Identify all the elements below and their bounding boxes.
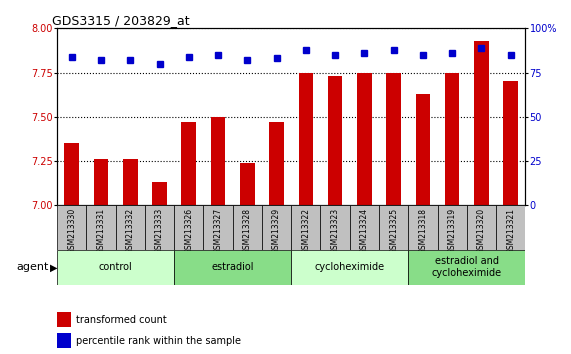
Bar	[174, 250, 291, 285]
Text: ▶: ▶	[50, 262, 57, 272]
Text: GSM213327: GSM213327	[214, 207, 223, 254]
Text: GSM213319: GSM213319	[448, 207, 457, 254]
Text: GSM213331: GSM213331	[96, 207, 106, 254]
Text: GSM213318: GSM213318	[419, 207, 428, 253]
Bar	[57, 312, 71, 327]
Bar	[328, 76, 343, 205]
Bar	[211, 117, 226, 205]
Bar	[203, 205, 233, 250]
Bar	[408, 250, 525, 285]
Bar	[357, 73, 372, 205]
Bar	[65, 143, 79, 205]
Bar	[416, 94, 430, 205]
Bar	[349, 205, 379, 250]
Bar	[262, 205, 291, 250]
Text: GDS3315 / 203829_at: GDS3315 / 203829_at	[53, 14, 190, 27]
Bar	[57, 205, 86, 250]
Bar	[474, 41, 489, 205]
Text: GSM213322: GSM213322	[301, 207, 311, 253]
Bar	[270, 122, 284, 205]
Bar	[145, 205, 174, 250]
Bar	[291, 250, 408, 285]
Bar	[94, 159, 108, 205]
Text: GSM213330: GSM213330	[67, 207, 77, 254]
Bar	[240, 163, 255, 205]
Text: transformed count: transformed count	[76, 315, 167, 325]
Text: agent: agent	[16, 262, 49, 272]
Bar	[467, 205, 496, 250]
Bar	[115, 205, 145, 250]
Bar	[379, 205, 408, 250]
Bar	[152, 182, 167, 205]
Bar	[496, 205, 525, 250]
Bar	[445, 73, 460, 205]
Text: GSM213324: GSM213324	[360, 207, 369, 254]
Text: GSM213321: GSM213321	[506, 207, 515, 253]
Bar	[408, 205, 437, 250]
Text: GSM213333: GSM213333	[155, 207, 164, 254]
Text: GSM213320: GSM213320	[477, 207, 486, 254]
Bar	[233, 205, 262, 250]
Bar	[174, 205, 203, 250]
Text: estradiol: estradiol	[211, 262, 254, 272]
Bar	[291, 205, 320, 250]
Text: GSM213328: GSM213328	[243, 207, 252, 253]
Bar	[299, 73, 313, 205]
Text: GSM213332: GSM213332	[126, 207, 135, 254]
Bar	[57, 333, 71, 348]
Bar	[504, 81, 518, 205]
Bar	[182, 122, 196, 205]
Bar	[86, 205, 115, 250]
Text: GSM213326: GSM213326	[184, 207, 194, 254]
Text: percentile rank within the sample: percentile rank within the sample	[76, 336, 241, 346]
Text: cycloheximide: cycloheximide	[315, 262, 385, 272]
Bar	[123, 159, 138, 205]
Text: GSM213325: GSM213325	[389, 207, 398, 254]
Text: control: control	[99, 262, 132, 272]
Bar	[437, 205, 467, 250]
Text: estradiol and
cycloheximide: estradiol and cycloheximide	[432, 256, 502, 278]
Text: GSM213323: GSM213323	[331, 207, 340, 254]
Bar	[320, 205, 349, 250]
Text: GSM213329: GSM213329	[272, 207, 281, 254]
Bar	[57, 250, 174, 285]
Bar	[387, 73, 401, 205]
